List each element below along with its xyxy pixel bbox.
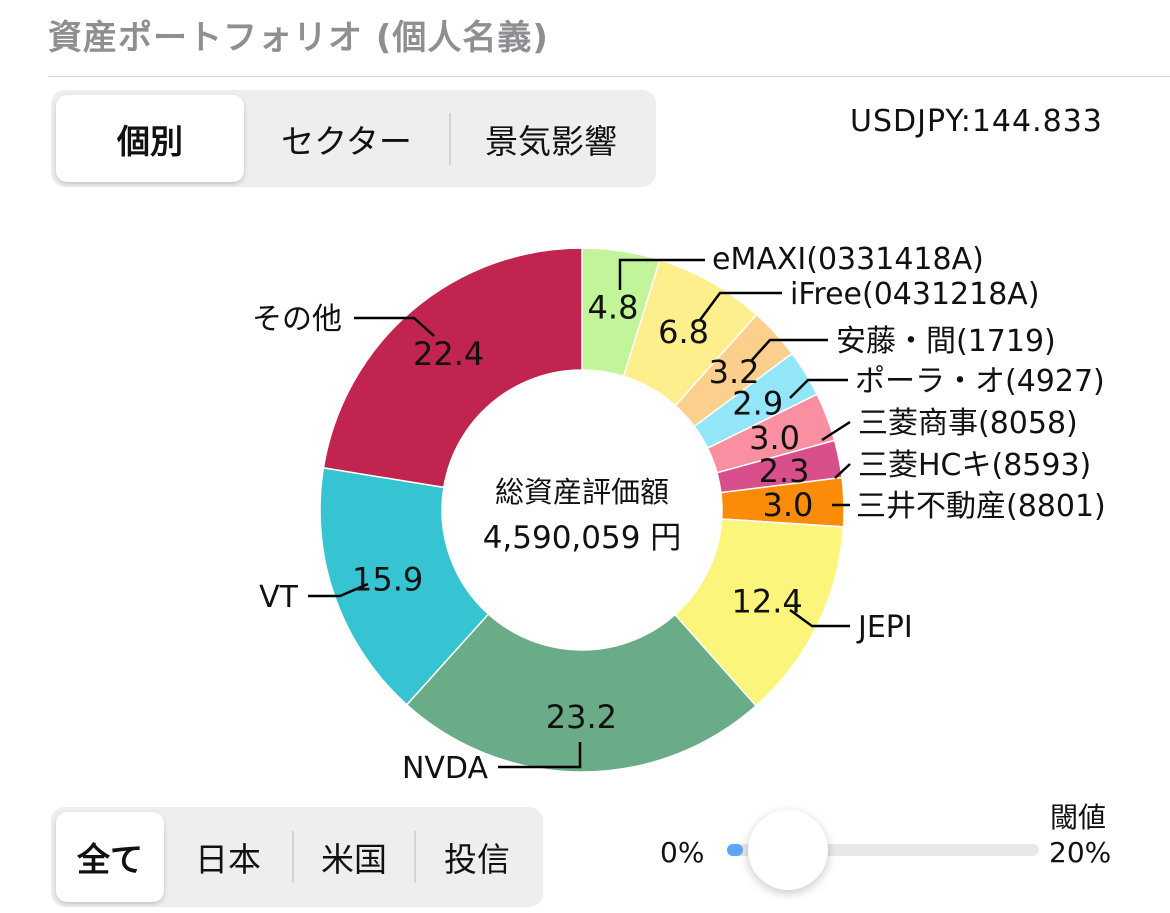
tab-economic-impact[interactable]: 景気影響 [485,121,617,161]
usdjpy-rate: USDJPY:144.833 [850,104,1103,139]
view-segmented-control: 個別 セクター 景気影響 [51,90,656,187]
page-title: 資産ポートフォリオ (個人名義) [48,18,549,58]
slice-value-label: 6.8 [658,313,709,351]
slice-value-label: 3.2 [709,353,760,391]
donut-hole [458,386,706,634]
slice-name-label: 三井不動産(8801) [856,489,1106,524]
leader-line [498,742,582,769]
center-label: 総資産評価額 [495,475,669,509]
center-total-value: 4,590,059 円 [483,520,682,556]
slice-value-label: 4.8 [588,288,639,326]
filter-japan[interactable]: 日本 [195,840,261,879]
slice-name-label: 三菱HCキ(8593) [858,448,1091,483]
slice-name-label: 安藤・間(1719) [836,324,1056,359]
slice-value-label: 3.0 [762,486,813,524]
slice-name-label: 三菱商事(8058) [858,406,1078,441]
leader-line [698,291,782,321]
leader-line [789,608,850,628]
slice-name-label: その他 [252,302,342,337]
slice-value-label: 23.2 [546,698,617,736]
slice-value-label: 22.4 [413,335,484,373]
segment-separator [414,831,416,883]
segment-separator [292,831,294,883]
tab-sector[interactable]: セクター [281,121,412,161]
title-divider [48,76,1170,77]
slice-name-label: ポーラ・オ(4927) [855,364,1105,399]
filter-all[interactable]: 全て [56,812,164,902]
market-filter-segmented-control: 全て 日本 米国 投信 [51,807,543,907]
slice-name-label: iFree(0431218A) [790,277,1040,312]
leader-line [821,420,851,442]
slice-value-label: 12.4 [731,582,802,620]
threshold-slider-thumb[interactable] [748,810,828,890]
leader-line [354,316,435,337]
slice-name-label: VT [259,580,299,615]
segment-separator [449,112,451,165]
slice-value-label: 15.9 [352,560,423,598]
slice-value-label: 2.3 [759,452,810,490]
filter-funds[interactable]: 投信 [444,840,510,879]
leader-line [308,582,369,598]
filter-us[interactable]: 米国 [321,840,387,879]
slice-value-label: 2.9 [732,385,783,423]
leader-line [789,378,848,399]
tab-individual[interactable]: 個別 [56,95,244,182]
slice-name-label: JEPI [856,610,913,645]
slice-name-label: eMAXI(0331418A) [712,242,984,277]
threshold-slider-fill [727,844,743,856]
slice-value-label: 3.0 [749,419,800,457]
leader-line [751,338,828,361]
slice-name-label: NVDA [402,751,489,786]
leader-line [618,258,705,290]
leader-line [834,463,851,479]
